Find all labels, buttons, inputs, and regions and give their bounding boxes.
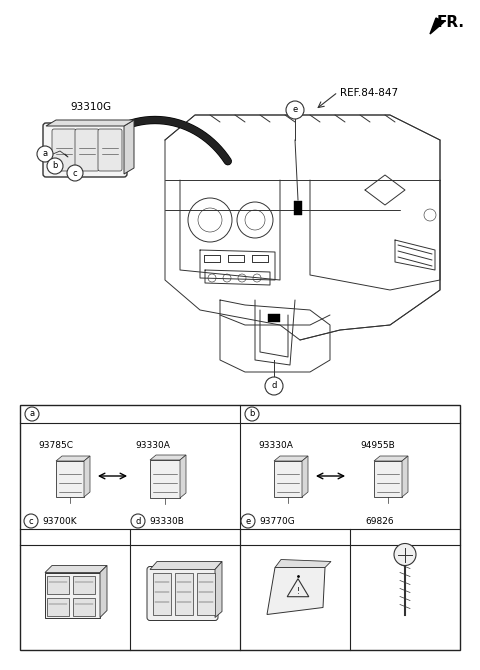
Text: d: d bbox=[135, 517, 141, 525]
Text: 93310G: 93310G bbox=[70, 102, 111, 112]
Text: REF.84-847: REF.84-847 bbox=[340, 88, 398, 98]
Text: d: d bbox=[271, 381, 276, 391]
Circle shape bbox=[24, 514, 38, 528]
Text: 93770G: 93770G bbox=[259, 517, 295, 525]
FancyBboxPatch shape bbox=[52, 129, 76, 171]
FancyBboxPatch shape bbox=[75, 129, 99, 171]
Text: 93330A: 93330A bbox=[135, 441, 170, 450]
FancyBboxPatch shape bbox=[98, 129, 122, 171]
Text: b: b bbox=[249, 409, 255, 419]
Polygon shape bbox=[124, 120, 134, 174]
FancyBboxPatch shape bbox=[147, 567, 218, 620]
Bar bbox=[374, 461, 402, 497]
Bar bbox=[47, 576, 69, 594]
Polygon shape bbox=[150, 455, 186, 460]
Bar bbox=[294, 201, 302, 215]
Bar bbox=[197, 572, 215, 614]
Bar bbox=[73, 598, 95, 616]
Circle shape bbox=[241, 514, 255, 528]
Circle shape bbox=[67, 165, 83, 181]
Polygon shape bbox=[430, 18, 444, 34]
Polygon shape bbox=[374, 456, 408, 461]
Bar bbox=[20, 405, 460, 650]
Circle shape bbox=[47, 158, 63, 174]
Text: a: a bbox=[29, 409, 35, 419]
Polygon shape bbox=[302, 456, 308, 497]
Circle shape bbox=[131, 514, 145, 528]
Text: !: ! bbox=[297, 587, 300, 596]
Bar bbox=[45, 572, 100, 618]
Text: 69826: 69826 bbox=[365, 517, 394, 525]
Polygon shape bbox=[45, 565, 107, 572]
Polygon shape bbox=[180, 455, 186, 498]
Text: e: e bbox=[292, 105, 298, 115]
Bar bbox=[175, 572, 193, 614]
Polygon shape bbox=[402, 456, 408, 497]
Bar bbox=[150, 460, 180, 498]
Bar bbox=[56, 461, 84, 497]
Text: c: c bbox=[72, 168, 77, 178]
Polygon shape bbox=[150, 561, 222, 569]
Polygon shape bbox=[56, 456, 90, 461]
Text: 93330B: 93330B bbox=[149, 517, 184, 525]
Text: c: c bbox=[29, 517, 33, 525]
Bar bbox=[47, 598, 69, 616]
Bar bbox=[274, 461, 302, 497]
Polygon shape bbox=[84, 456, 90, 497]
Circle shape bbox=[37, 146, 53, 162]
Polygon shape bbox=[100, 565, 107, 618]
Polygon shape bbox=[275, 559, 331, 567]
Text: b: b bbox=[52, 161, 58, 170]
FancyBboxPatch shape bbox=[43, 123, 127, 177]
Bar bbox=[153, 572, 171, 614]
Text: 93785C: 93785C bbox=[38, 441, 73, 450]
Circle shape bbox=[25, 407, 39, 421]
Text: a: a bbox=[42, 149, 48, 159]
Polygon shape bbox=[215, 561, 222, 618]
Polygon shape bbox=[46, 120, 134, 126]
Text: 93700K: 93700K bbox=[42, 517, 77, 525]
Polygon shape bbox=[267, 567, 325, 614]
Text: FR.: FR. bbox=[437, 15, 465, 30]
Bar bbox=[268, 314, 280, 322]
Circle shape bbox=[265, 377, 283, 395]
Bar bbox=[73, 576, 95, 594]
Text: e: e bbox=[245, 517, 251, 525]
Circle shape bbox=[394, 543, 416, 565]
Circle shape bbox=[245, 407, 259, 421]
Circle shape bbox=[286, 101, 304, 119]
Text: 94955B: 94955B bbox=[360, 441, 395, 450]
Text: 93330A: 93330A bbox=[258, 441, 293, 450]
Polygon shape bbox=[274, 456, 308, 461]
